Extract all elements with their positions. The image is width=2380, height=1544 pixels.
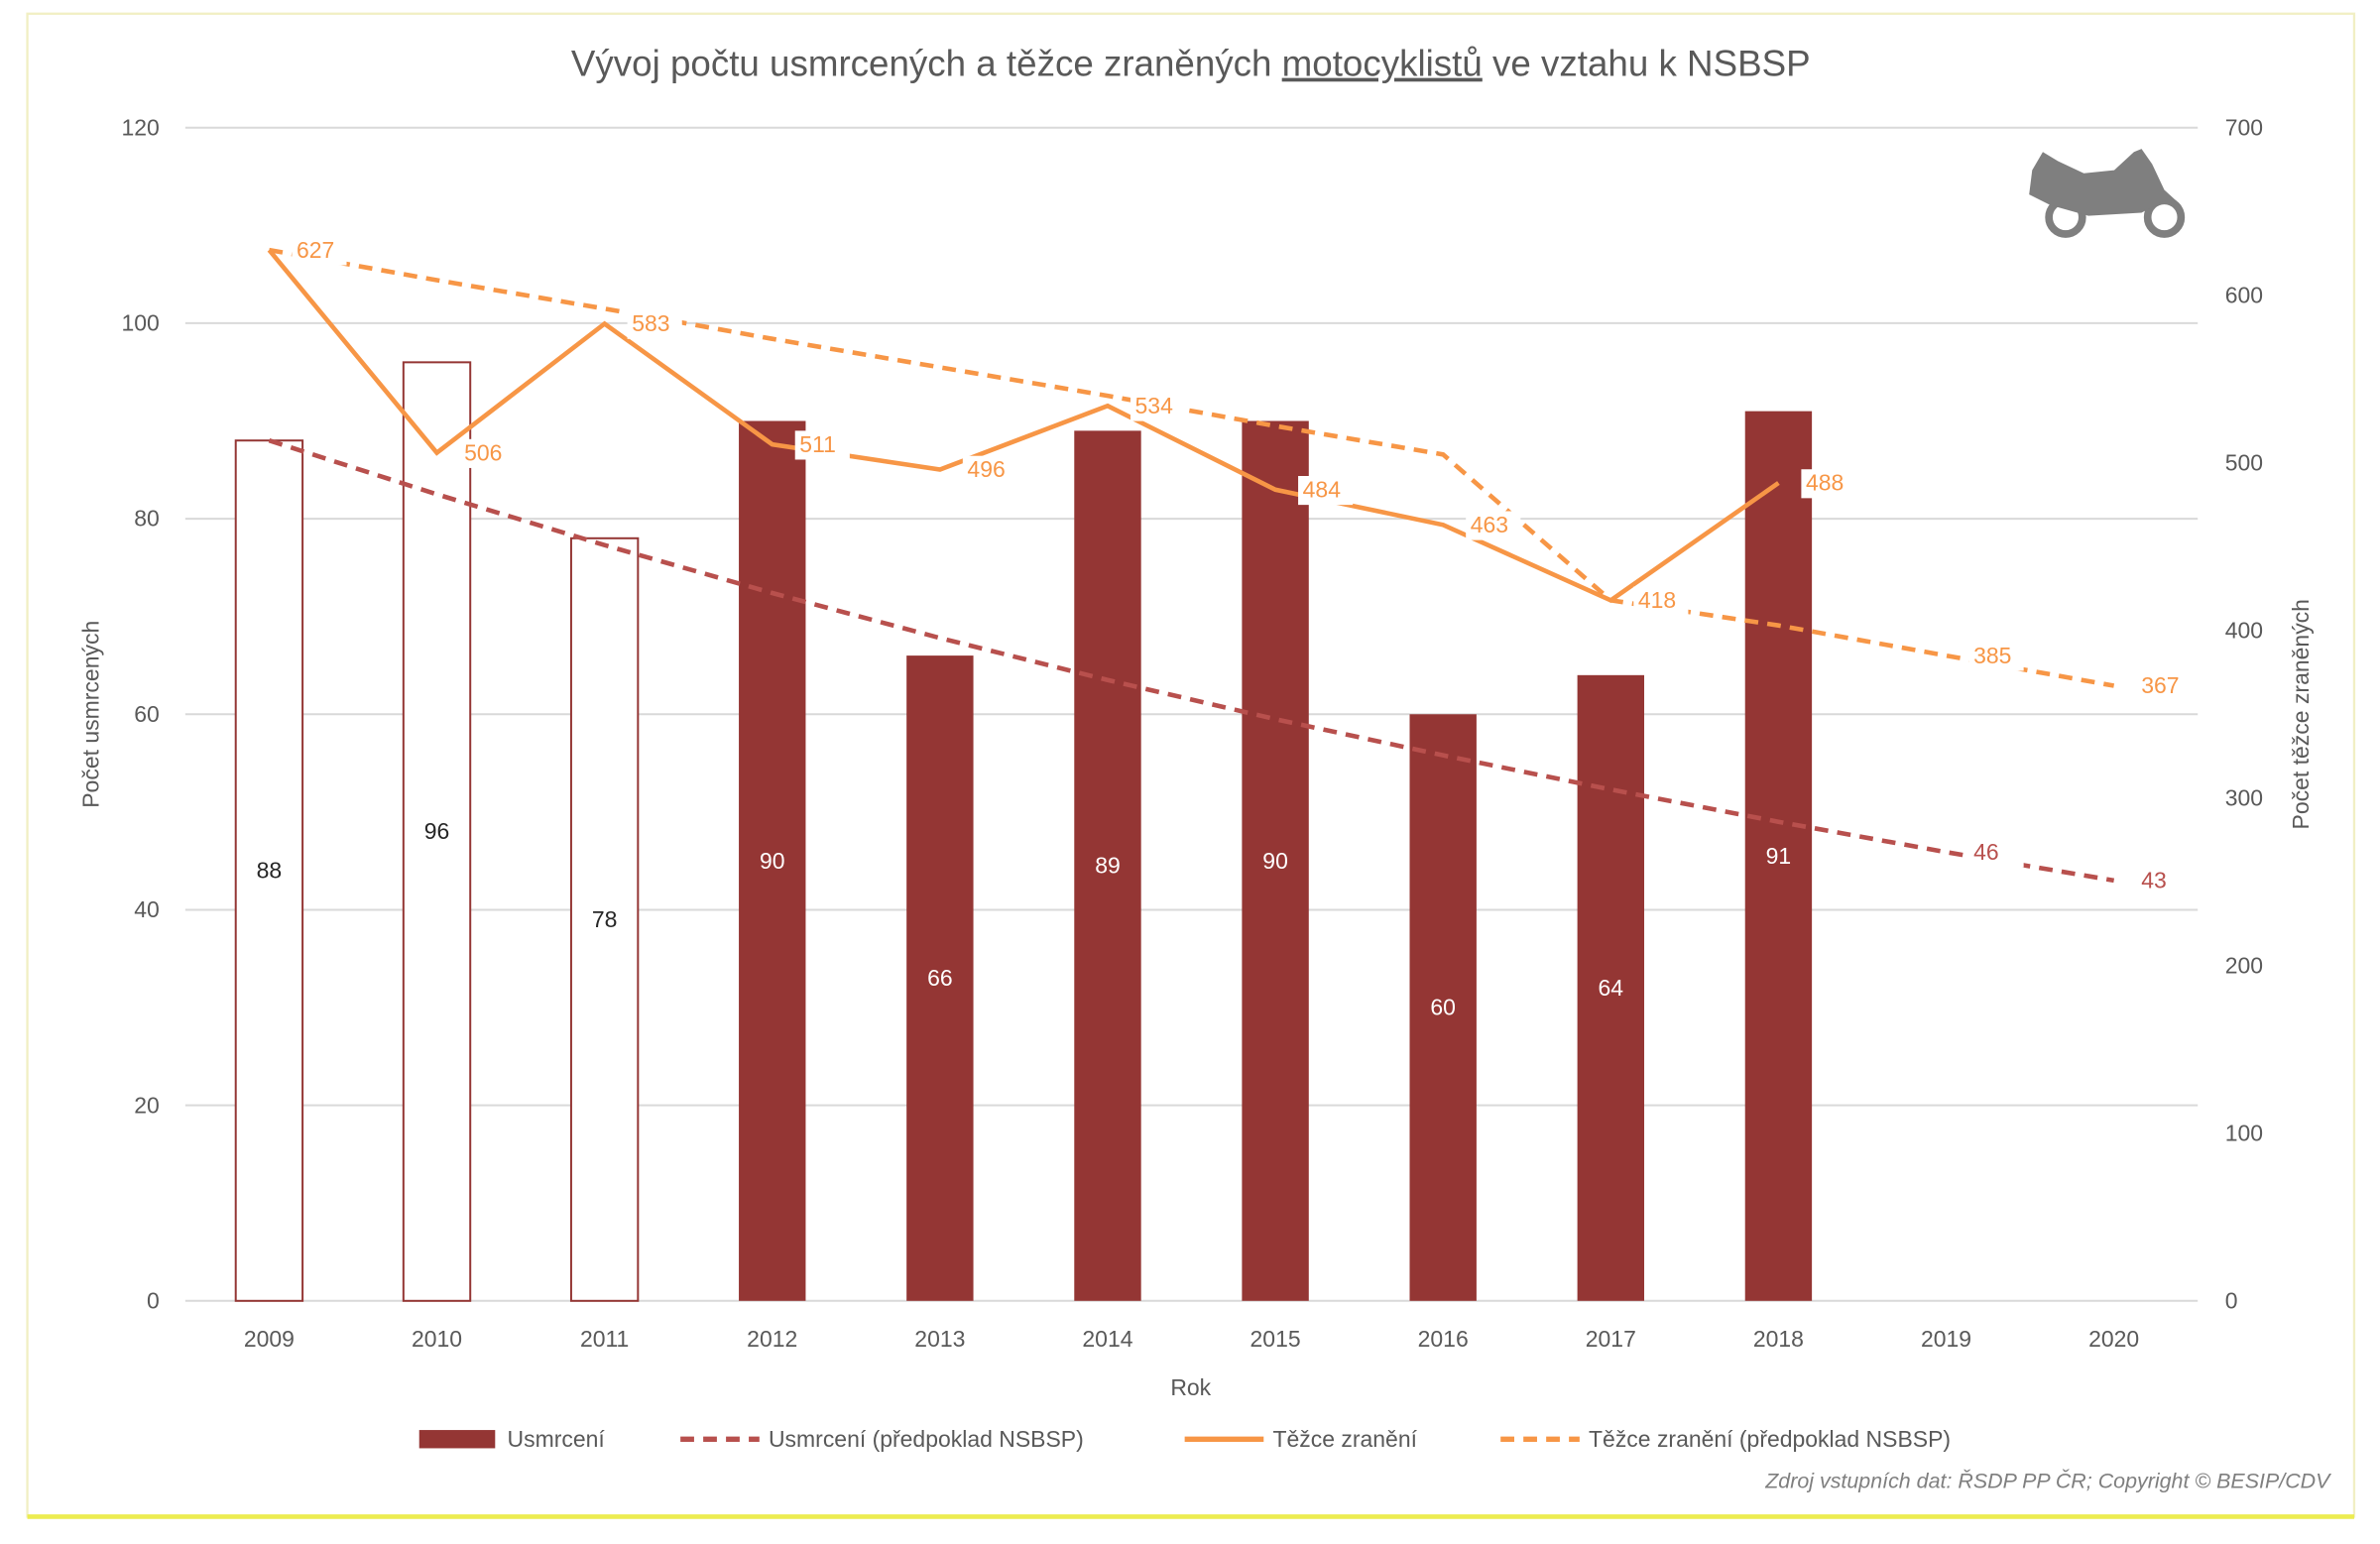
bar-usmrceni-2017 [1577, 674, 1645, 1301]
bar-label: 91 [1766, 843, 1792, 869]
y2-tick-label: 700 [2225, 114, 2263, 140]
bars [234, 361, 1813, 1302]
line-data-label: 496 [967, 456, 1005, 482]
y-axis-ticks: 0 20 40 60 80 100 120 [121, 114, 159, 1313]
bar-label: 60 [1430, 995, 1456, 1020]
x-tick-label: 2010 [412, 1326, 462, 1352]
data-label-bg [292, 236, 347, 266]
line-data-label: 43 [2141, 868, 2167, 893]
bar-usmrceni-2013 [906, 655, 974, 1301]
line-data-label: 385 [1973, 643, 2011, 668]
y-tick-label: 40 [134, 896, 160, 922]
x-tick-label: 2017 [1586, 1326, 1636, 1352]
data-label-bg [794, 430, 850, 460]
y2-tick-label: 400 [2225, 617, 2263, 643]
line-usmrceni-nsbsp [268, 438, 2115, 884]
y-tick-label: 60 [134, 701, 160, 727]
data-label-bg [1968, 642, 2024, 671]
x-tick-label: 2019 [1921, 1326, 1971, 1352]
y-tick-label: 100 [121, 310, 159, 336]
y2-tick-label: 100 [2225, 1120, 2263, 1145]
bar-usmrceni-2016 [1409, 714, 1477, 1301]
bar-usmrceni-2014 [1074, 430, 1141, 1301]
data-label-bg [1801, 469, 1856, 499]
legend-label: Usmrcení (předpoklad NSBSP) [769, 1426, 1084, 1452]
chart-title: Vývoj počtu usmrcených a těžce zraněných… [571, 44, 1811, 84]
data-label-bg [1968, 838, 2024, 868]
bar-label: 89 [1095, 853, 1121, 879]
data-label-bg [962, 455, 1017, 485]
line-data-label: 583 [632, 310, 669, 336]
data-label-bg [1130, 392, 1186, 421]
line-data-label: 627 [297, 237, 334, 263]
x-tick-label: 2018 [1753, 1326, 1804, 1352]
y2-tick-label: 0 [2225, 1287, 2238, 1313]
y2-axis-label: Počet těžce zraněných [2288, 599, 2314, 829]
bar-label: 78 [592, 906, 618, 932]
line-data-label: 367 [2141, 672, 2179, 698]
line-data-label: 46 [1973, 839, 1999, 865]
y2-tick-label: 500 [2225, 449, 2263, 475]
source-note: Zdroj vstupních dat: ŘSDP PP ČR; Copyrig… [1764, 1468, 2331, 1492]
line-data-label: 418 [1638, 587, 1676, 613]
y-tick-label: 20 [134, 1092, 160, 1118]
x-axis-ticks: 2009 2010 2011 2012 2013 2014 2015 2016 2017 2018… [244, 1326, 2139, 1352]
data-label-bg [627, 309, 682, 339]
bar-usmrceni-2018 [1744, 411, 1813, 1301]
data-label-bg [2136, 671, 2192, 701]
data-label-bg [1633, 586, 1689, 616]
bar-label: 88 [257, 858, 283, 884]
bar-label: 66 [927, 965, 953, 991]
line-tezce-zraneni [267, 248, 1780, 603]
bar-usmrceni-2009 [234, 439, 304, 1302]
y-axis-label: Počet usmrcených [78, 621, 104, 808]
y2-axis-ticks: 0 100 200 300 400 500 600 700 [2225, 114, 2263, 1313]
bar-usmrceni-2010 [402, 361, 472, 1302]
legend-label: Těžce zranění (předpoklad NSBSP) [1589, 1426, 1951, 1452]
x-tick-label: 2020 [2088, 1326, 2139, 1352]
line-data-label: 506 [464, 439, 502, 465]
data-label-bg [1298, 475, 1354, 506]
line-data-label: 463 [1471, 512, 1508, 537]
bar-label: 96 [424, 818, 450, 844]
motorcycle-icon [2029, 149, 2186, 238]
line-data-label: 488 [1806, 470, 1844, 496]
x-tick-label: 2013 [914, 1326, 965, 1352]
x-tick-label: 2015 [1250, 1326, 1301, 1352]
legend-label: Usmrcení [508, 1426, 606, 1452]
bar-label: 90 [760, 848, 785, 874]
data-label-bg [2136, 867, 2192, 896]
x-tick-label: 2014 [1082, 1326, 1132, 1352]
y-tick-label: 0 [147, 1287, 160, 1313]
bar-usmrceni-2015 [1242, 420, 1309, 1301]
x-tick-label: 2011 [580, 1326, 629, 1352]
line-data-label: 534 [1135, 393, 1174, 418]
lines [267, 247, 2115, 884]
legend: Usmrcení Usmrcení (předpoklad NSBSP) Těžce… [418, 1426, 1951, 1452]
y2-tick-label: 600 [2225, 282, 2263, 307]
data-label-bg [1466, 511, 1521, 540]
x-tick-label: 2012 [747, 1326, 797, 1352]
x-tick-label: 2009 [244, 1326, 295, 1352]
legend-label: Těžce zranění [1272, 1426, 1417, 1452]
data-labels: 88 96 78 90 66 89 90 60 64 91 46 43 385 367 627 506 583 5… [257, 236, 2192, 1020]
line-tezce-zraneni-nsbsp [269, 247, 2115, 688]
y2-tick-label: 200 [2225, 952, 2263, 978]
legend-swatch [418, 1430, 496, 1449]
line-data-label: 484 [1303, 476, 1342, 502]
bar-label: 90 [1262, 848, 1288, 874]
bar-label: 64 [1599, 975, 1624, 1001]
frame [26, 12, 2356, 1518]
bar-usmrceni-2011 [569, 536, 640, 1302]
y2-tick-label: 300 [2225, 784, 2263, 810]
y-tick-label: 80 [134, 506, 160, 532]
y-tick-label: 120 [121, 114, 159, 140]
x-axis-label: Rok [1170, 1374, 1211, 1400]
data-label-bg [459, 438, 515, 468]
x-tick-label: 2016 [1418, 1326, 1469, 1352]
bar-usmrceni-2012 [739, 420, 806, 1301]
line-data-label: 511 [799, 431, 836, 457]
